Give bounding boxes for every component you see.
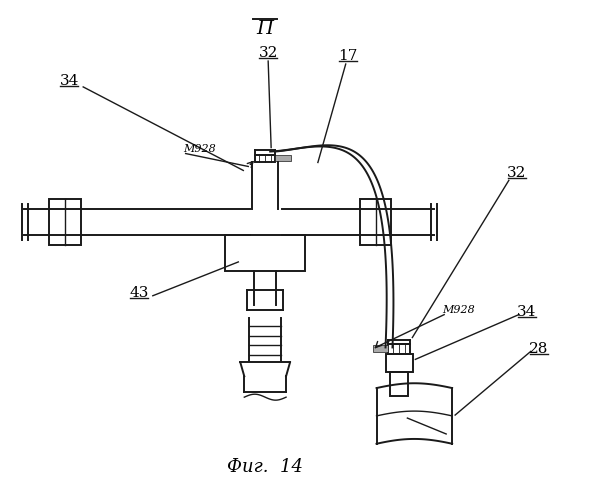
- Bar: [385, 354, 413, 372]
- Bar: [275, 154, 291, 162]
- Text: 34: 34: [59, 74, 79, 88]
- Bar: [49, 200, 81, 245]
- Text: 28: 28: [529, 342, 549, 356]
- Text: 17: 17: [338, 49, 358, 63]
- Bar: [225, 235, 305, 271]
- Bar: [388, 344, 410, 354]
- Text: 32: 32: [507, 166, 527, 180]
- Text: 32: 32: [259, 46, 278, 60]
- Bar: [390, 372, 409, 396]
- Text: 34: 34: [517, 304, 537, 318]
- Bar: [255, 154, 275, 162]
- Text: 43: 43: [129, 286, 149, 300]
- Text: П: П: [257, 20, 274, 38]
- Bar: [359, 200, 391, 245]
- Text: M928: M928: [184, 144, 216, 154]
- Text: M928: M928: [442, 304, 475, 314]
- Text: Фиг.  14: Фиг. 14: [227, 458, 303, 476]
- Bar: [372, 346, 388, 352]
